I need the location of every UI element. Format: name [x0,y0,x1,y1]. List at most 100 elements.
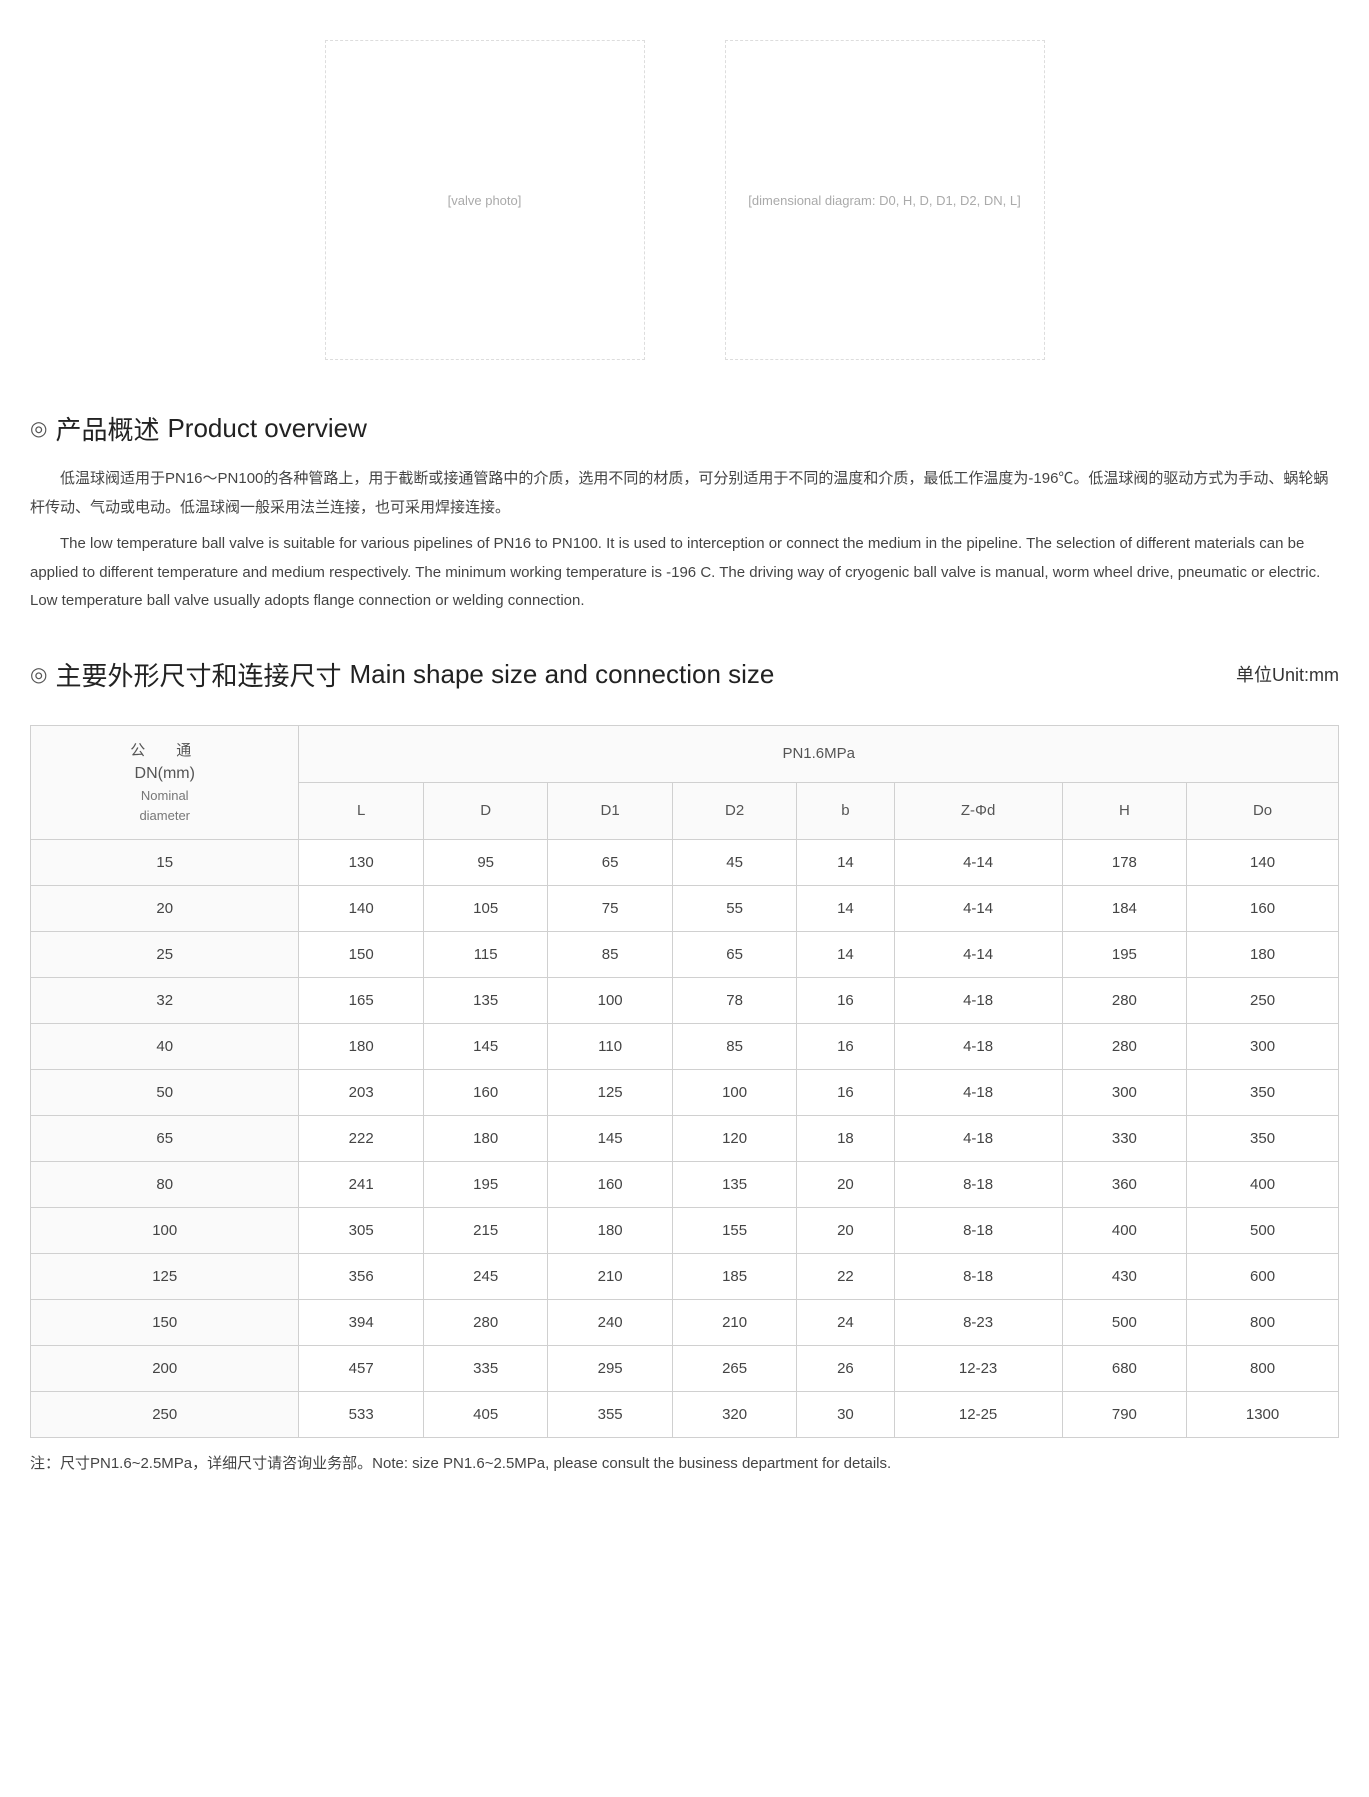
table-cell: 457 [299,1346,423,1392]
table-cell: 24 [797,1300,894,1346]
column-header: Z-Φd [894,782,1062,839]
table-cell: 12-23 [894,1346,1062,1392]
table-cell: 305 [299,1208,423,1254]
table-cell: 400 [1062,1208,1186,1254]
table-cell: 280 [1062,1024,1186,1070]
table-row: 65222180145120184-18330350 [31,1116,1339,1162]
table-cell: 500 [1187,1208,1339,1254]
bullet-icon: ◎ [30,416,47,441]
table-row: 251501158565144-14195180 [31,932,1339,978]
table-cell: 350 [1187,1116,1339,1162]
pressure-header: PN1.6MPa [299,725,1339,782]
table-cell: 1300 [1187,1392,1339,1438]
table-cell: 790 [1062,1392,1186,1438]
table-cell: 180 [548,1208,672,1254]
table-cell: 300 [1062,1070,1186,1116]
table-cell: 215 [423,1208,547,1254]
table-cell: 184 [1062,886,1186,932]
table-cell: 32 [31,978,299,1024]
table-cell: 4-18 [894,978,1062,1024]
overview-title-en: Product overview [167,413,366,444]
table-cell: 135 [672,1162,796,1208]
table-row: 3216513510078164-18280250 [31,978,1339,1024]
dn-header-mm: DN(mm) [37,762,292,786]
table-cell: 210 [548,1254,672,1300]
table-cell: 20 [31,886,299,932]
column-header: H [1062,782,1186,839]
table-cell: 178 [1062,840,1186,886]
unit-label: 单位Unit:mm [1236,661,1339,687]
table-cell: 800 [1187,1300,1339,1346]
table-cell: 4-18 [894,1024,1062,1070]
table-row: 15130956545144-14178140 [31,840,1339,886]
table-cell: 680 [1062,1346,1186,1392]
table-cell: 185 [672,1254,796,1300]
table-cell: 45 [672,840,796,886]
table-cell: 40 [31,1024,299,1070]
valve-photo: [valve photo] [325,40,645,360]
table-cell: 200 [31,1346,299,1392]
table-cell: 85 [672,1024,796,1070]
table-row: 100305215180155208-18400500 [31,1208,1339,1254]
table-cell: 22 [797,1254,894,1300]
table-cell: 4-18 [894,1116,1062,1162]
table-cell: 300 [1187,1024,1339,1070]
table-cell: 335 [423,1346,547,1392]
table-cell: 180 [423,1116,547,1162]
table-cell: 241 [299,1162,423,1208]
table-cell: 360 [1062,1162,1186,1208]
overview-title: ◎ 产品概述 Product overview [30,410,1339,447]
table-cell: 160 [1187,886,1339,932]
table-cell: 14 [797,840,894,886]
table-cell: 8-18 [894,1254,1062,1300]
table-cell: 140 [299,886,423,932]
table-cell: 4-14 [894,886,1062,932]
table-row: 2004573352952652612-23680800 [31,1346,1339,1392]
table-row: 125356245210185228-18430600 [31,1254,1339,1300]
dn-header-en1: Nominal [37,786,292,806]
table-cell: 20 [797,1208,894,1254]
table-cell: 150 [299,932,423,978]
table-cell: 75 [548,886,672,932]
table-cell: 8-18 [894,1162,1062,1208]
table-cell: 245 [423,1254,547,1300]
table-cell: 95 [423,840,547,886]
dn-header-en2: diameter [37,806,292,826]
column-header: D1 [548,782,672,839]
dn-header: 公 通 DN(mm) Nominal diameter [31,725,299,840]
table-cell: 65 [548,840,672,886]
table-cell: 14 [797,932,894,978]
table-cell: 145 [548,1116,672,1162]
table-cell: 145 [423,1024,547,1070]
table-cell: 18 [797,1116,894,1162]
sizes-title: ◎ 主要外形尺寸和连接尺寸 Main shape size and connec… [30,656,774,693]
bullet-icon: ◎ [30,662,47,687]
table-cell: 16 [797,1070,894,1116]
table-cell: 120 [672,1116,796,1162]
overview-paragraph-cn: 低温球阀适用于PN16～PN100的各种管路上，用于截断或接通管路中的介质，选用… [30,465,1339,522]
table-cell: 180 [1187,932,1339,978]
sizes-title-en: Main shape size and connection size [349,659,774,690]
table-row: 80241195160135208-18360400 [31,1162,1339,1208]
table-cell: 250 [31,1392,299,1438]
table-cell: 240 [548,1300,672,1346]
table-cell: 100 [31,1208,299,1254]
table-cell: 15 [31,840,299,886]
column-header: D [423,782,547,839]
table-row: 201401057555144-14184160 [31,886,1339,932]
table-cell: 394 [299,1300,423,1346]
footnote: 注：尺寸PN1.6~2.5MPa，详细尺寸请咨询业务部。Note: size P… [30,1452,1339,1473]
sizes-table: 公 通 DN(mm) Nominal diameter PN1.6MPa LDD… [30,725,1339,1439]
table-cell: 265 [672,1346,796,1392]
table-cell: 600 [1187,1254,1339,1300]
table-row: 150394280240210248-23500800 [31,1300,1339,1346]
table-cell: 160 [423,1070,547,1116]
sizes-title-cn: 主要外形尺寸和连接尺寸 [55,656,341,693]
table-cell: 350 [1187,1070,1339,1116]
table-cell: 12-25 [894,1392,1062,1438]
table-cell: 78 [672,978,796,1024]
table-cell: 430 [1062,1254,1186,1300]
table-cell: 195 [1062,932,1186,978]
table-row: 50203160125100164-18300350 [31,1070,1339,1116]
column-header: Do [1187,782,1339,839]
